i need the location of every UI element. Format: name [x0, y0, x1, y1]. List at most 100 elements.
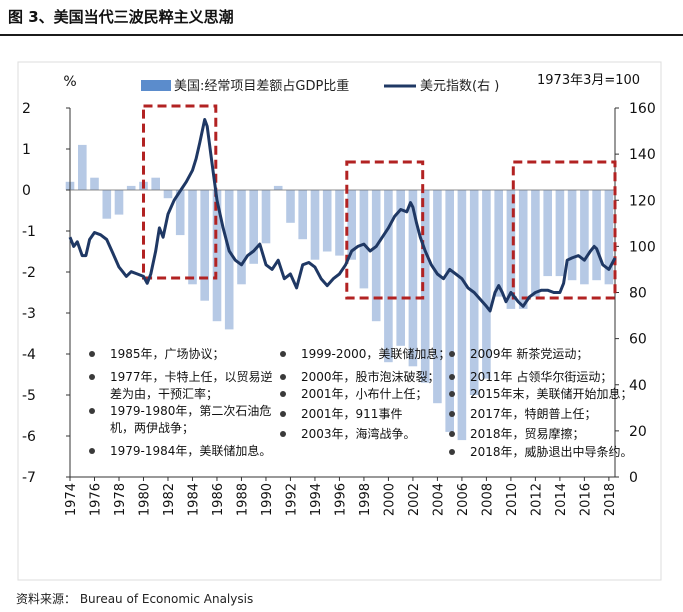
annotation-bullet	[449, 431, 455, 437]
bar-2005	[445, 190, 454, 432]
left-tick-label: 2	[22, 101, 31, 117]
annotation-text: 1979-1980年，第二次石油危	[110, 404, 271, 418]
x-tick-label: 2010	[505, 483, 520, 516]
annotation-text: 1985年，广场协议；	[110, 346, 225, 361]
bar-1988	[237, 190, 246, 285]
left-axis-unit: %	[63, 74, 76, 90]
bar-1981	[151, 177, 160, 190]
bar-1983	[175, 190, 185, 236]
right-tick-label: 120	[629, 193, 656, 209]
left-tick-label: -2	[22, 265, 36, 281]
right-tick-label: 80	[629, 286, 647, 302]
right-tick-label: 160	[629, 101, 656, 117]
bar-2010	[506, 190, 516, 309]
legend-line-label: 美元指数(右 )	[420, 79, 499, 94]
bar-1991	[273, 185, 283, 190]
left-tick-label: -1	[22, 224, 36, 240]
annotation-bullet	[280, 391, 286, 397]
line-series	[68, 118, 617, 313]
bar-1978	[114, 190, 124, 215]
annotation-bullet	[449, 411, 455, 417]
left-tick-label: 1	[22, 142, 31, 158]
bar-1995	[322, 190, 332, 252]
left-tick-label: -7	[22, 470, 36, 486]
x-tick-label: 2018	[603, 483, 618, 516]
x-tick-label: 1992	[284, 483, 299, 516]
left-tick-label: 0	[22, 183, 31, 199]
left-tick-label: -6	[22, 429, 36, 445]
bar-1993	[298, 190, 307, 240]
bar-2006	[457, 190, 467, 441]
highlight-box-3	[511, 160, 617, 300]
annotation-bullet	[449, 391, 455, 397]
bar-2018	[604, 190, 614, 285]
annotation-text: 2011年 占领华尔街运动；	[470, 369, 612, 384]
annotation-bullet	[89, 408, 95, 414]
annotation-text: 2018年，贸易摩擦；	[470, 426, 585, 441]
x-tick-label: 2002	[407, 483, 422, 516]
annotation-text: 2000年，股市泡沫破裂；	[301, 369, 440, 384]
annotation-bullet	[280, 431, 286, 437]
annotation-text: 2018年，威胁退出中导条约。	[470, 444, 633, 459]
annotation-bullet	[89, 448, 95, 454]
bar-1984	[188, 190, 197, 285]
bar-2014	[555, 190, 565, 277]
legend-bar-swatch	[141, 80, 171, 91]
source-note: 资料来源： Bureau of Economic Analysis	[16, 592, 254, 606]
bar-1992	[286, 190, 295, 223]
annotation-text: 1977年，卡特上任，以贸易逆	[110, 369, 273, 384]
annotation-text-cont: 差为由，干预汇率；	[110, 386, 218, 401]
bar-1986	[212, 190, 222, 322]
bar-2001	[396, 190, 405, 346]
figure-title: 图 3、美国当代三波民粹主义思潮	[8, 8, 234, 26]
bar-1994	[310, 190, 320, 260]
bar-2009	[494, 190, 503, 297]
bar-2012	[531, 190, 540, 297]
bar-1998	[359, 190, 369, 289]
right-tick-label: 40	[629, 378, 647, 394]
bar-2003	[420, 190, 430, 383]
right-tick-label: 140	[629, 147, 656, 163]
bar-2013	[543, 190, 552, 277]
bar-2004	[433, 190, 442, 404]
annotation-text: 1979-1984年，美联储加息。	[110, 443, 271, 458]
bar-1996	[335, 190, 344, 256]
x-tick-label: 1990	[260, 483, 275, 516]
bar-2008	[482, 190, 491, 379]
bar-2011	[518, 190, 528, 309]
left-tick-label: -5	[22, 388, 36, 404]
title-rule	[0, 34, 683, 36]
right-tick-label: 0	[629, 470, 638, 486]
bar-1976	[90, 177, 99, 190]
x-tick-label: 1984	[187, 483, 202, 516]
bar-1987	[224, 190, 234, 330]
annotation-text: 2009年 新茶党运动；	[470, 346, 588, 361]
annotation-text: 2017年，特朗普上任；	[470, 406, 597, 421]
annotation-text: 2001年，小布什上任；	[301, 387, 428, 401]
annotation-bullet	[449, 374, 455, 380]
annotation-bullet	[89, 374, 95, 380]
bar-1990	[261, 190, 271, 244]
annotation-text: 2001年，911事件	[301, 407, 402, 421]
bar-2016	[580, 190, 589, 285]
chart: 2 1 0 -1 -2 -3 -4 -5 -6 -7 160 140 120 100 80 60 40 20 0 19…	[17, 61, 662, 581]
x-tick-label: 1988	[236, 483, 251, 516]
annotation-bullet	[280, 411, 286, 417]
x-tick-label: 2014	[554, 483, 569, 516]
right-tick-label: 20	[629, 424, 647, 440]
chart-frame	[17, 61, 662, 581]
bar-1977	[102, 190, 112, 219]
annotation-bullet	[280, 374, 286, 380]
x-tick-label: 2004	[431, 483, 446, 516]
annotation-bullet	[89, 351, 95, 357]
annotation-text: 2003年，海湾战争。	[301, 426, 416, 441]
x-tick-label: 2000	[382, 483, 397, 516]
x-tick-label: 2008	[480, 483, 495, 516]
axes: 2 1 0 -1 -2 -3 -4 -5 -6 -7 160 140 120 100 80 60 40 20 0 19…	[22, 101, 656, 516]
x-tick-label: 1998	[358, 483, 373, 516]
bar-2015	[567, 190, 577, 281]
left-tick-label: -4	[22, 347, 36, 363]
x-tick-label: 1994	[309, 483, 324, 516]
right-tick-label: 100	[629, 239, 656, 255]
